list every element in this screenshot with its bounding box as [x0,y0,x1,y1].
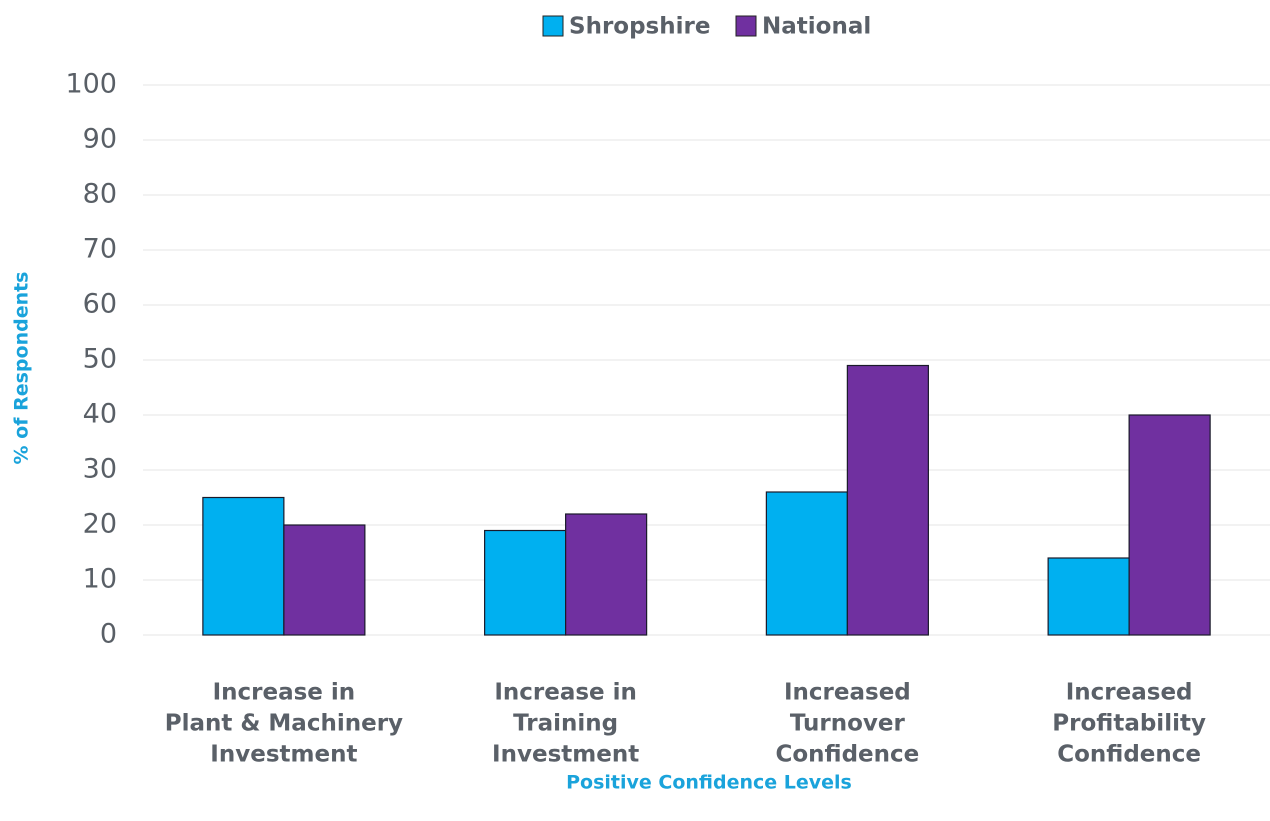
y-tick-label: 90 [83,124,117,155]
legend-label: National [762,14,871,40]
y-axis-title: % of Respondents [11,272,33,465]
bar [202,496,285,636]
bar [1047,557,1130,636]
y-tick-label: 30 [83,454,117,485]
x-tick-label: Confidence [1057,742,1201,768]
y-tick-label: 100 [65,69,117,100]
x-tick-label: Training [513,711,618,737]
x-tick-label: Increased [784,680,911,706]
bar [765,491,848,636]
y-tick-label: 70 [83,234,117,265]
bar [283,524,366,636]
y-tick-label: 20 [83,509,117,540]
y-tick-label: 80 [83,179,117,210]
x-tick-label: Confidence [775,742,919,768]
y-tick-label: 40 [83,399,117,430]
bar [484,529,567,636]
y-tick-label: 0 [100,619,117,650]
x-tick-label: Profitability [1052,711,1206,737]
bar [1128,414,1211,636]
x-tick-label: Increase in [494,680,637,706]
legend-label: Shropshire [569,14,710,40]
y-tick-label: 60 [83,289,117,320]
x-tick-label: Investment [210,742,357,768]
bar [846,364,929,636]
legend-swatch [735,15,757,37]
x-axis-title: Positive Confidence Levels [566,772,852,794]
y-tick-label: 50 [83,344,117,375]
legend-swatch [542,15,564,37]
x-tick-label: Plant & Machinery [165,711,403,737]
x-tick-label: Increase in [213,680,356,706]
x-tick-label: Increased [1066,680,1193,706]
x-tick-label: Turnover [790,711,906,737]
y-tick-label: 10 [83,564,117,595]
bar [565,513,648,636]
x-tick-label: Investment [492,742,639,768]
